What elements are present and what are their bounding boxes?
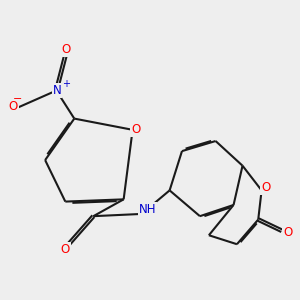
Text: O: O [61, 243, 70, 256]
Text: +: + [62, 80, 70, 89]
Text: O: O [8, 100, 18, 113]
Text: O: O [261, 181, 270, 194]
Text: −: − [13, 94, 22, 104]
Text: O: O [283, 226, 292, 239]
Text: NH: NH [139, 203, 156, 216]
Text: O: O [61, 43, 70, 56]
Text: O: O [131, 123, 141, 136]
Text: N: N [52, 84, 62, 97]
